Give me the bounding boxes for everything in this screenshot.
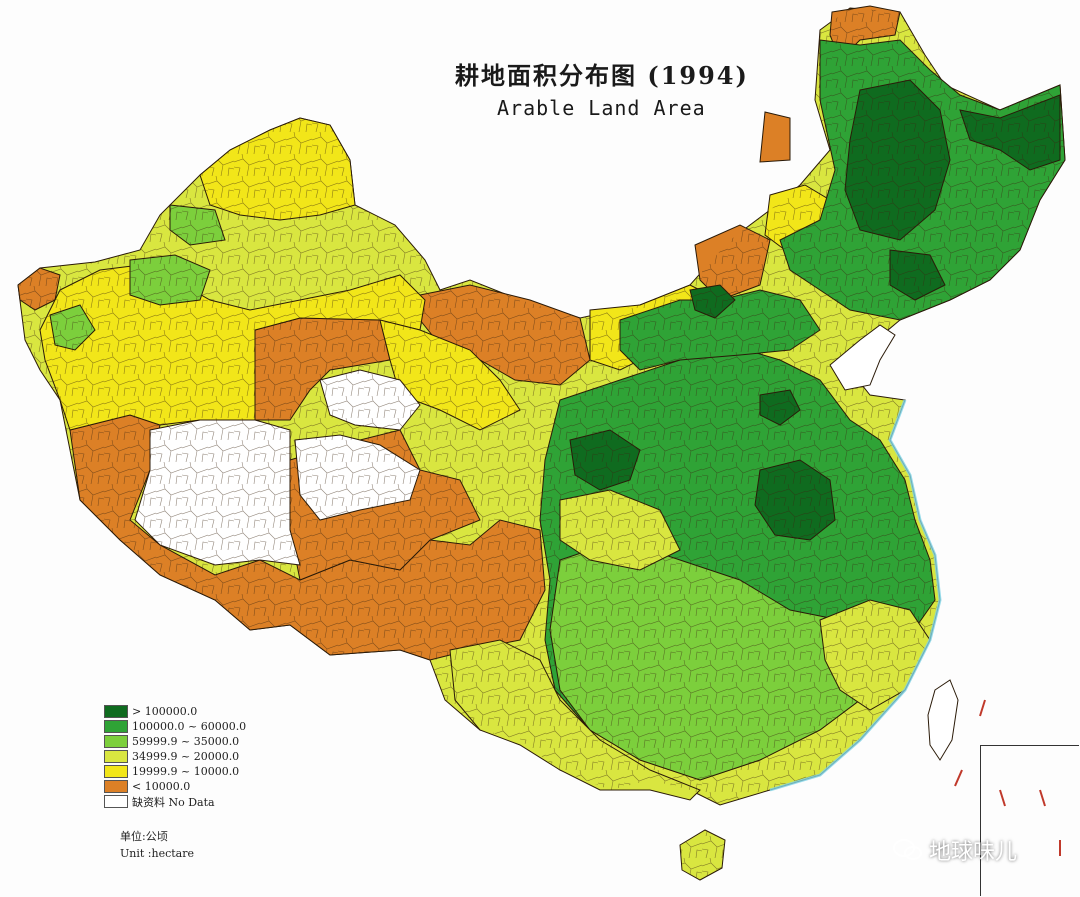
legend-label: 缺资料 No Data [132, 795, 215, 809]
south-china-sea-inset [980, 745, 1079, 896]
unit-zh: 单位:公顷 [120, 830, 168, 843]
coastline [769, 399, 942, 792]
county-texture [18, 8, 1065, 805]
legend-label: 34999.9 ~ 20000.0 [132, 750, 240, 763]
legend-label: 100000.0 ~ 60000.0 [132, 720, 247, 733]
hainan-texture [680, 830, 725, 880]
nine-dash-line [954, 699, 1061, 856]
legend-row: 19999.9 ~ 10000.0 [104, 764, 304, 779]
legend-row: 59999.9 ~ 35000.0 [104, 734, 304, 749]
unit-en: Unit :hectare [120, 847, 194, 860]
legend-swatch [104, 720, 128, 733]
taiwan-island [927, 679, 959, 761]
legend-row: 100000.0 ~ 60000.0 [104, 719, 304, 734]
legend-row: 缺资料 No Data [104, 794, 304, 809]
legend-row: > 100000.0 [104, 704, 304, 719]
region-orange-hulun [759, 111, 791, 163]
legend: > 100000.0 100000.0 ~ 60000.0 59999.9 ~ 35… [104, 704, 304, 809]
legend-row: 34999.9 ~ 20000.0 [104, 749, 304, 764]
legend-swatch [104, 765, 128, 778]
legend-label: < 10000.0 [132, 780, 191, 793]
legend-swatch [104, 750, 128, 763]
wechat-icon [893, 839, 922, 860]
legend-swatch [104, 705, 128, 718]
legend-label: > 100000.0 [132, 705, 198, 718]
legend-swatch [104, 735, 128, 748]
legend-swatch [104, 795, 128, 808]
map-title-en: Arable Land Area [497, 96, 706, 120]
legend-swatch [104, 780, 128, 793]
unit-note: 单位:公顷 Unit :hectare [120, 828, 194, 862]
watermark-text: 地球味儿 [929, 840, 1018, 865]
legend-label: 59999.9 ~ 35000.0 [132, 735, 240, 748]
legend-row: < 10000.0 [104, 779, 304, 794]
map-title-zh: 耕地面积分布图 (1994) [455, 61, 749, 90]
bohai-sea [829, 324, 896, 391]
legend-label: 19999.9 ~ 10000.0 [132, 765, 240, 778]
watermark: 地球味儿 [893, 834, 1017, 866]
